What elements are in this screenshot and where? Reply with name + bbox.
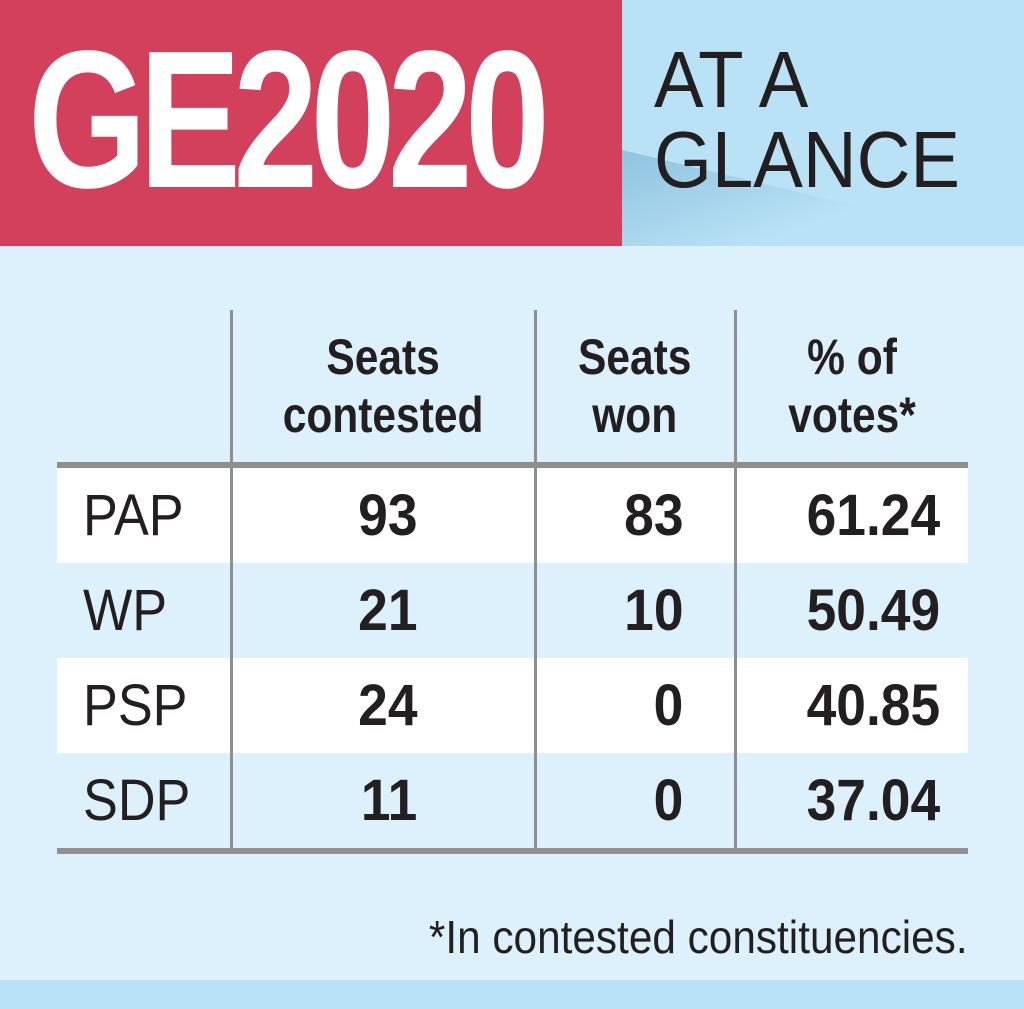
table-header-row: Seats contested Seats won % of votes* — [57, 310, 968, 465]
page-title: GE2020 — [28, 10, 550, 229]
party-name: WP — [83, 578, 168, 643]
party-cell: PSP — [57, 658, 231, 753]
header-pct-votes: % of votes* — [733, 310, 968, 465]
seats-won-value: 0 — [653, 768, 684, 833]
party-name: PSP — [83, 673, 188, 738]
table-row: PAP 93 83 61.24 — [57, 465, 968, 563]
footnote: *In contested constituencies. — [429, 911, 968, 963]
party-cell: PAP — [57, 465, 231, 563]
party-cell: SDP — [57, 753, 231, 851]
pct-votes-cell: 37.04 — [733, 753, 968, 851]
party-name: SDP — [83, 768, 191, 833]
seats-won-cell: 10 — [533, 563, 735, 658]
seats-contested-value: 11 — [361, 768, 418, 833]
seats-won-cell: 0 — [533, 753, 735, 851]
pct-votes-value: 37.04 — [806, 768, 940, 833]
header-seats-contested-line-1: Seats — [326, 329, 440, 385]
pct-votes-cell: 40.85 — [733, 658, 968, 753]
header-seats-won: Seats won — [533, 310, 735, 465]
seats-contested-value: 93 — [358, 483, 418, 548]
subtitle-line-2: GLANCE — [654, 115, 960, 204]
table-row: SDP 11 0 37.04 — [57, 753, 968, 851]
pct-votes-value: 40.85 — [806, 673, 940, 738]
table-row: WP 21 10 50.49 — [57, 563, 968, 658]
page-subtitle: AT A GLANCE — [654, 40, 960, 200]
seats-won-value: 10 — [624, 578, 684, 643]
header-seats-won-line-2: won — [592, 387, 678, 443]
pct-votes-value: 50.49 — [806, 578, 940, 643]
subtitle-line-1: AT A — [654, 35, 809, 124]
seats-won-value: 83 — [624, 483, 684, 548]
seats-won-cell: 0 — [533, 658, 735, 753]
seats-contested-cell: 93 — [229, 465, 535, 563]
header-pct-votes-line-1: % of — [807, 329, 898, 385]
header-pct-votes-line-2: votes* — [788, 387, 917, 443]
header-seats-contested: Seats contested — [229, 310, 535, 465]
party-cell: WP — [57, 563, 231, 658]
pct-votes-value: 61.24 — [806, 483, 940, 548]
seats-won-cell: 83 — [533, 465, 735, 563]
seats-won-value: 0 — [653, 673, 684, 738]
header-banner — [0, 0, 622, 246]
table-row: PSP 24 0 40.85 — [57, 658, 968, 753]
seats-contested-value: 21 — [358, 578, 418, 643]
header-party — [57, 310, 231, 465]
pct-votes-cell: 61.24 — [733, 465, 968, 563]
seats-contested-cell: 24 — [229, 658, 535, 753]
header-seats-won-line-1: Seats — [578, 329, 692, 385]
seats-contested-cell: 11 — [229, 753, 535, 851]
pct-votes-cell: 50.49 — [733, 563, 968, 658]
header-seats-contested-line-2: contested — [282, 387, 484, 443]
party-name: PAP — [83, 483, 184, 548]
results-table: Seats contested Seats won % of votes* PA… — [57, 310, 968, 854]
seats-contested-value: 24 — [358, 673, 418, 738]
seats-contested-cell: 21 — [229, 563, 535, 658]
bottom-strip — [0, 980, 1024, 1009]
